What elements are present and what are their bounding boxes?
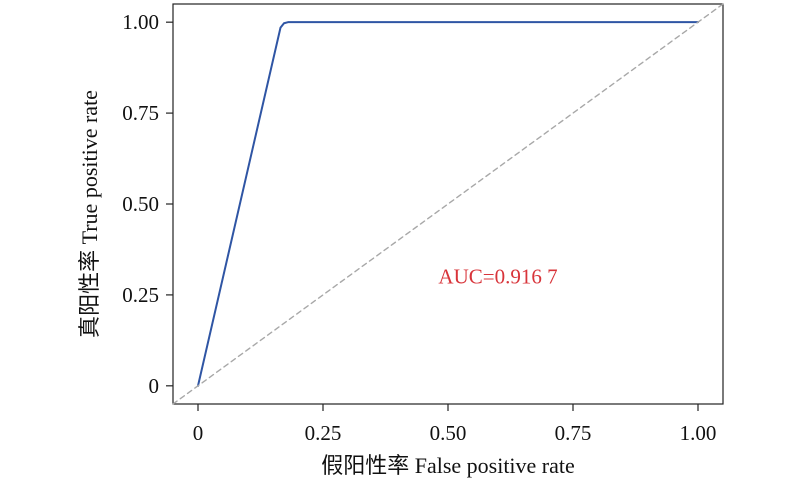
x-axis-ticks: 0 0.25 0.50 0.75 1.00 <box>193 404 717 445</box>
x-tick-label: 1.00 <box>680 421 717 445</box>
annotation-layer: AUC=0.916 7 <box>438 265 557 289</box>
chance-diagonal-line <box>172 3 724 405</box>
y-tick-label: 0.75 <box>122 101 159 125</box>
y-tick-label: 0.25 <box>122 283 159 307</box>
roc-curve-line <box>197 21 699 387</box>
y-tick-label: 0.50 <box>122 192 159 216</box>
x-tick-label: 0 <box>193 421 204 445</box>
x-tick-label: 0.25 <box>305 421 342 445</box>
x-axis-title: 假阳性率 False positive rate <box>321 453 575 478</box>
y-axis-ticks: 0 0.25 0.50 0.75 1.00 <box>122 10 173 398</box>
y-tick-label: 1.00 <box>122 10 159 34</box>
y-tick-label: 0 <box>149 374 160 398</box>
x-tick-label: 0.75 <box>555 421 592 445</box>
auc-annotation: AUC=0.916 7 <box>438 265 557 289</box>
x-tick-label: 0.50 <box>430 421 467 445</box>
series-layer <box>172 3 724 405</box>
y-axis-title: 真阳性率 True positive rate <box>77 90 102 338</box>
